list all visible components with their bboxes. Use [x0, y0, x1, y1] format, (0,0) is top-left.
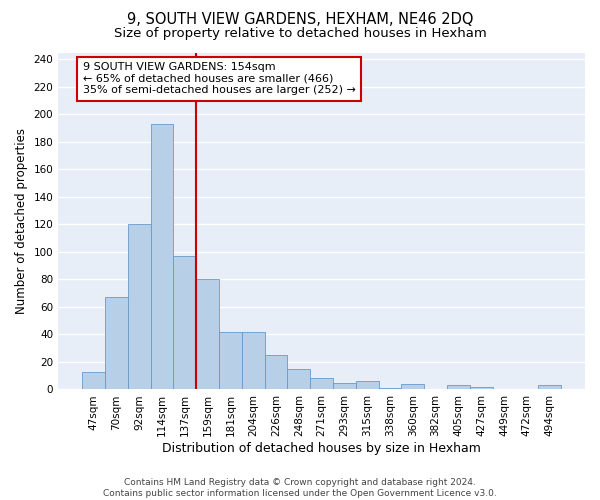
Text: Size of property relative to detached houses in Hexham: Size of property relative to detached ho… — [113, 28, 487, 40]
Bar — [128, 224, 151, 390]
Bar — [356, 381, 379, 390]
Bar — [173, 256, 196, 390]
Bar — [470, 386, 493, 390]
Bar — [82, 372, 105, 390]
Bar — [265, 355, 287, 390]
Bar — [219, 332, 242, 390]
Bar — [310, 378, 333, 390]
Bar — [105, 298, 128, 390]
Y-axis label: Number of detached properties: Number of detached properties — [15, 128, 28, 314]
Text: Contains HM Land Registry data © Crown copyright and database right 2024.
Contai: Contains HM Land Registry data © Crown c… — [103, 478, 497, 498]
Text: 9, SOUTH VIEW GARDENS, HEXHAM, NE46 2DQ: 9, SOUTH VIEW GARDENS, HEXHAM, NE46 2DQ — [127, 12, 473, 28]
Bar — [242, 332, 265, 390]
Bar — [333, 382, 356, 390]
Bar — [379, 388, 401, 390]
Bar — [401, 384, 424, 390]
Bar — [196, 280, 219, 390]
Bar — [287, 369, 310, 390]
Bar — [151, 124, 173, 390]
Text: 9 SOUTH VIEW GARDENS: 154sqm
← 65% of detached houses are smaller (466)
35% of s: 9 SOUTH VIEW GARDENS: 154sqm ← 65% of de… — [83, 62, 355, 96]
X-axis label: Distribution of detached houses by size in Hexham: Distribution of detached houses by size … — [162, 442, 481, 455]
Bar — [538, 386, 561, 390]
Bar — [447, 386, 470, 390]
